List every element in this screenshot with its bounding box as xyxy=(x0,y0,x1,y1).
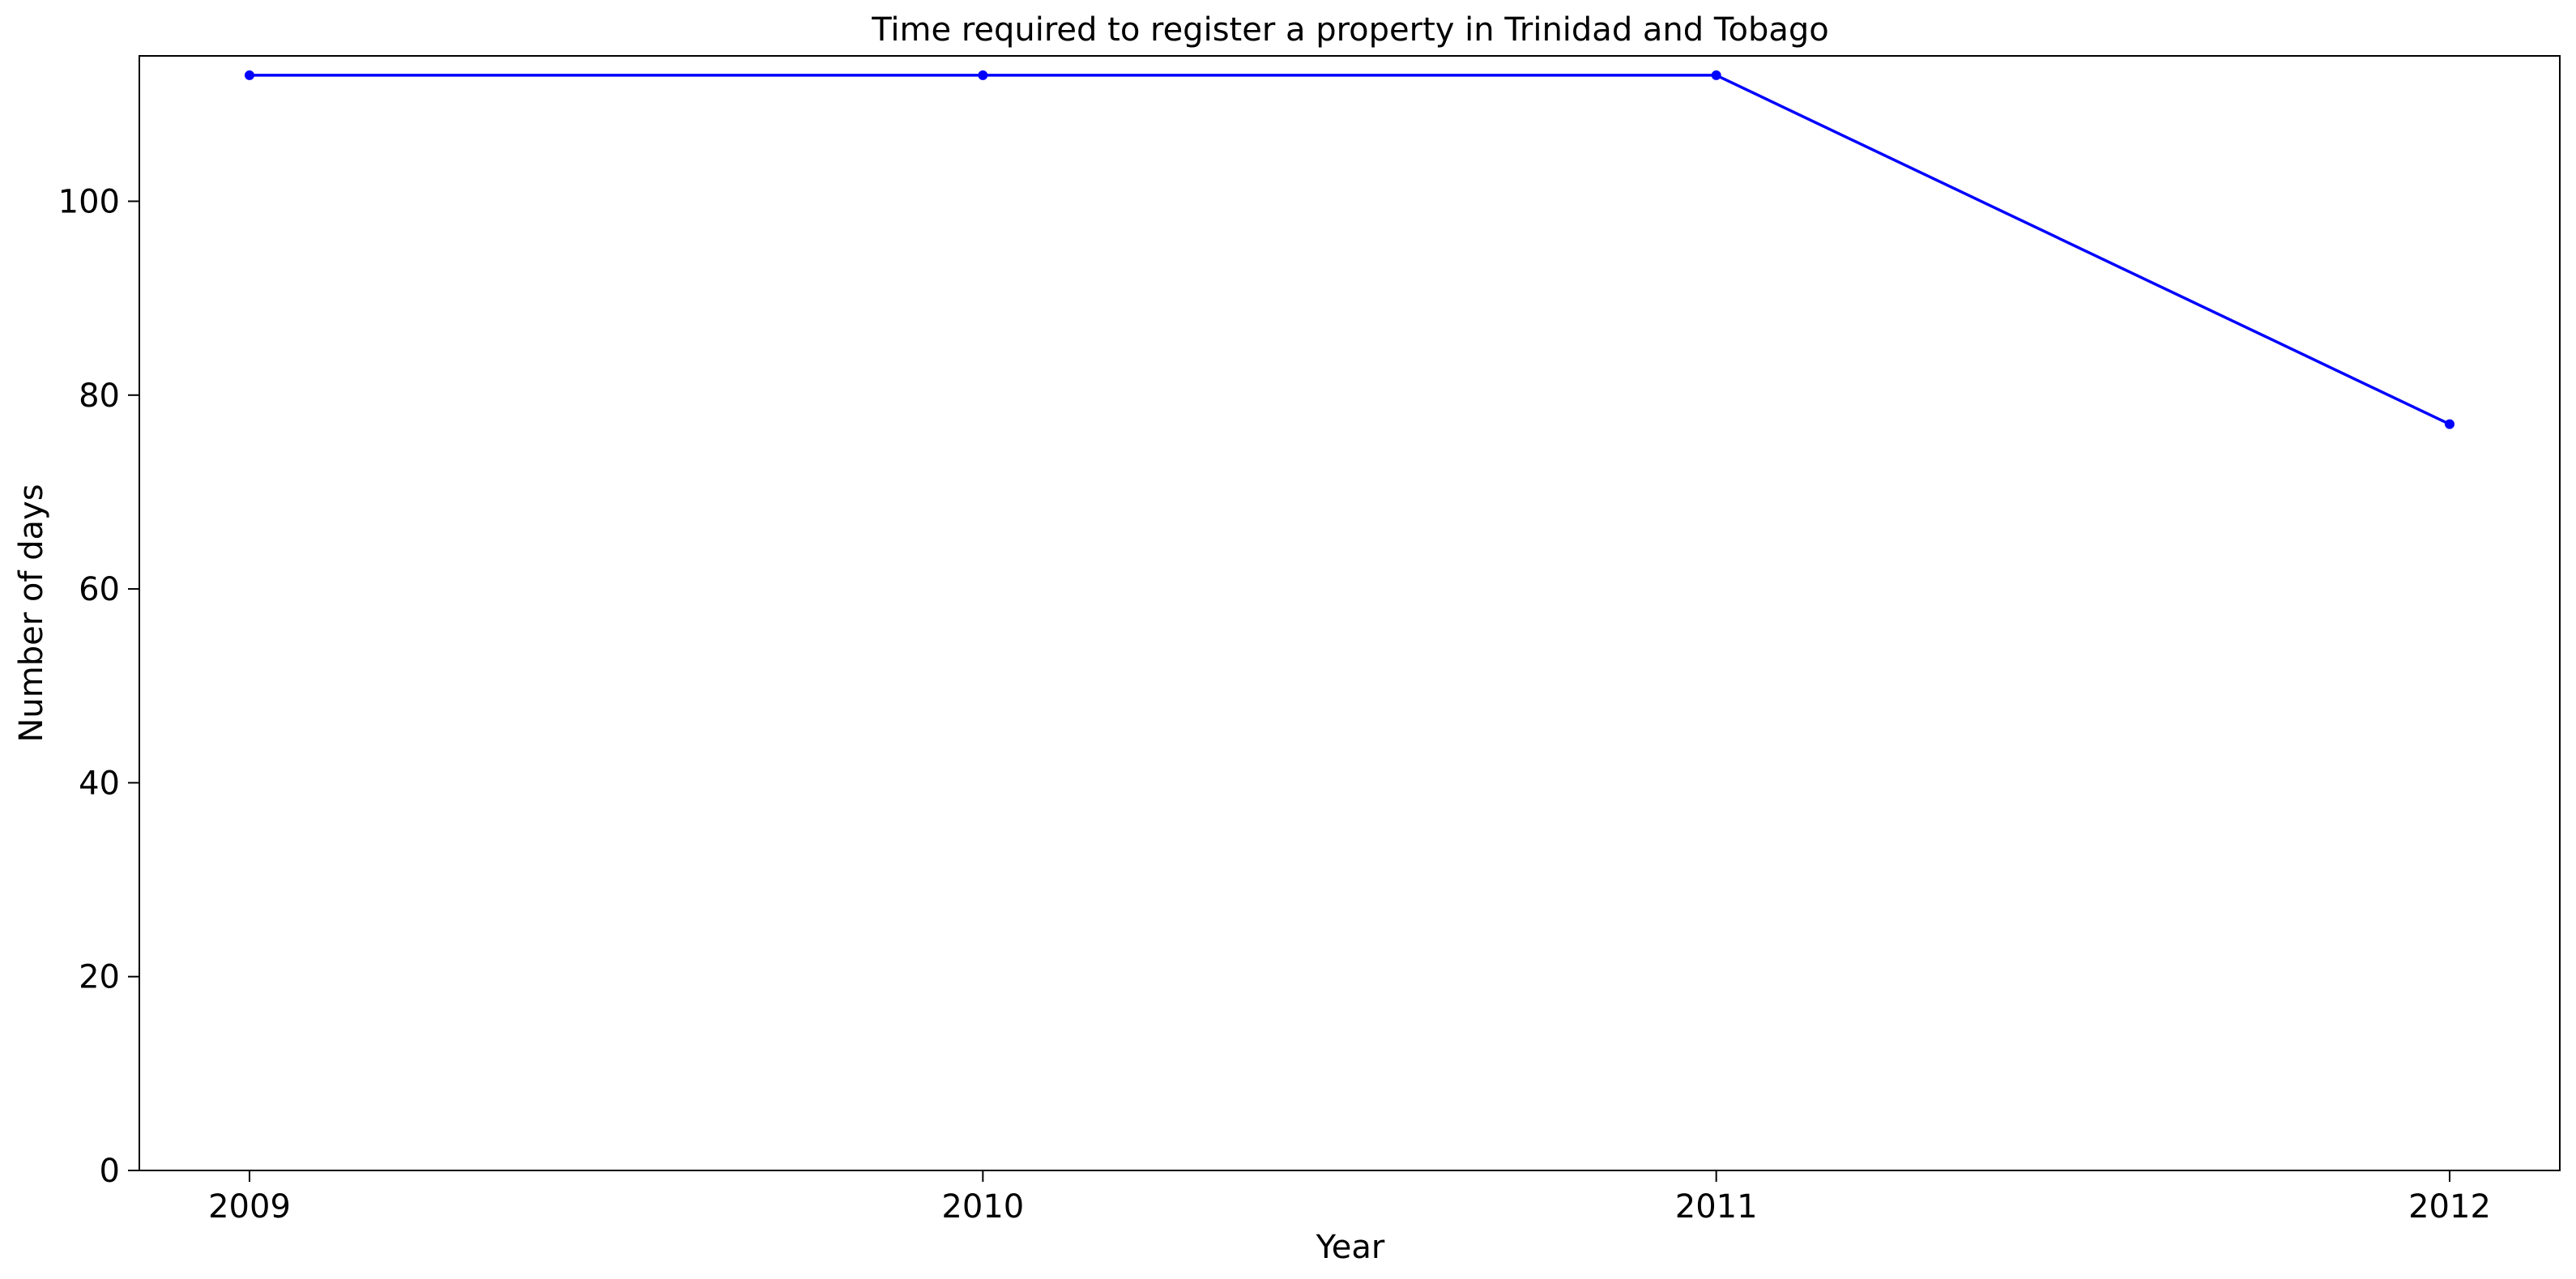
x-axis-label: Year xyxy=(1316,1229,1385,1266)
y-tick-label: 80 xyxy=(79,377,120,415)
x-tick-label: 2009 xyxy=(208,1188,291,1226)
chart-title: Time required to register a property in … xyxy=(871,11,1829,49)
x-axis: 2009 2010 2011 2012 xyxy=(208,1170,2491,1226)
x-tick-label: 2011 xyxy=(1675,1188,1758,1226)
y-tick-label: 20 xyxy=(79,959,120,996)
y-tick-label: 0 xyxy=(100,1153,120,1190)
y-tick-label: 60 xyxy=(79,571,120,608)
data-point xyxy=(2445,419,2454,429)
y-tick-label: 40 xyxy=(79,765,120,802)
plot-area xyxy=(139,55,2561,1171)
data-point xyxy=(245,70,254,80)
y-axis-label: Number of days xyxy=(13,484,50,742)
series-line-0 xyxy=(249,74,2450,426)
y-axis: 0 20 40 60 80 100 xyxy=(58,183,139,1190)
data-point xyxy=(1711,70,1721,80)
y-tick-label: 100 xyxy=(58,183,120,220)
x-tick-label: 2012 xyxy=(2408,1188,2491,1226)
series-layer xyxy=(245,70,2454,429)
x-tick-label: 2010 xyxy=(941,1188,1024,1226)
data-point xyxy=(978,70,988,80)
